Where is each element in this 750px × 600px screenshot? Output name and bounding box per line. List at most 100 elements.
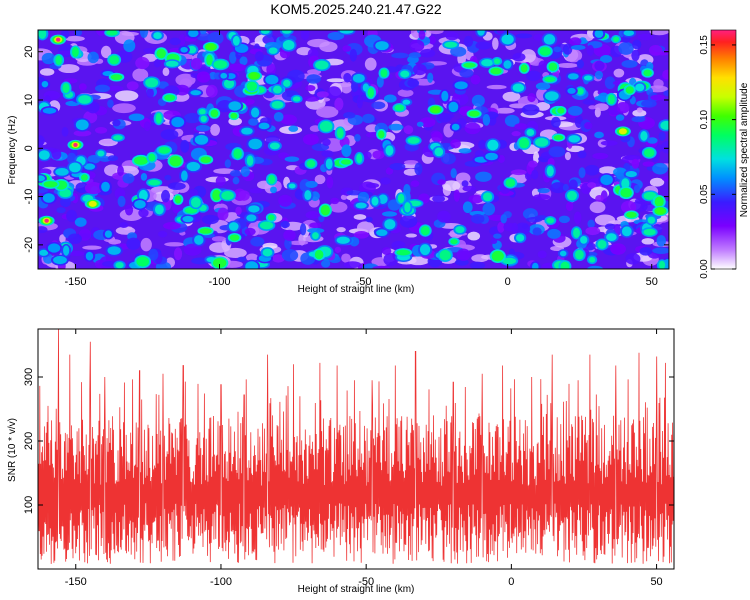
heatmap-cell (240, 166, 250, 177)
heatmap-cell (419, 117, 436, 128)
heatmap-low-cell (428, 30, 444, 35)
heatmap-cell (229, 169, 242, 177)
heatmap-cell (191, 257, 209, 265)
heatmap-cell (522, 208, 538, 220)
heatmap-low-cell (356, 221, 375, 234)
heatmap-cell (600, 55, 613, 63)
heatmap-cell (78, 228, 92, 241)
heatmap-cell (330, 197, 340, 205)
heatmap-cell (623, 30, 635, 37)
heatmap-low-cell (632, 109, 647, 117)
heatmap-cell (171, 116, 185, 128)
heatmap-cell (515, 222, 531, 236)
heatmap-low-cell (589, 201, 606, 214)
heatmap-cell (148, 153, 156, 162)
x-tick-label: -150 (65, 576, 87, 588)
heatmap-cell (174, 247, 183, 261)
heatmap-cell (576, 59, 584, 69)
heatmap-cell (320, 205, 330, 216)
heatmap-cell (568, 179, 578, 191)
heatmap-cell (613, 36, 620, 42)
heatmap-low-cell (213, 168, 236, 174)
heatmap-cell (265, 74, 279, 85)
heatmap-cell (74, 30, 83, 37)
heatmap-low-cell (112, 103, 136, 114)
heatmap-hotspot (90, 201, 95, 206)
colorbar-gradient (710, 29, 737, 270)
heatmap-cell (500, 214, 507, 224)
heatmap-cell (618, 41, 634, 55)
heatmap-cell (280, 220, 290, 229)
heatmap-cell (658, 131, 666, 141)
heatmap-cell (378, 130, 385, 139)
heatmap-cell (567, 87, 576, 94)
heatmap-cell (42, 107, 57, 114)
heatmap-cell (482, 202, 496, 216)
heatmap-low-cell (403, 160, 419, 165)
heatmap-cell (269, 142, 280, 150)
heatmap-cell (544, 76, 556, 83)
heatmap-cell (55, 168, 69, 176)
heatmap-cell (268, 47, 278, 54)
heatmap-low-cell (314, 174, 326, 185)
heatmap-cell (533, 194, 551, 200)
heatmap-cell (340, 159, 352, 165)
heatmap-cell (376, 229, 388, 237)
heatmap-cell (75, 182, 89, 194)
heatmap-cell (181, 170, 188, 182)
heatmap-cell (487, 139, 499, 151)
y-tick-label: 10 (23, 94, 35, 106)
colorbar-tick-label: 0.00 (699, 259, 710, 279)
heatmap-cell (305, 180, 318, 188)
heatmap-cell (437, 210, 451, 223)
heatmap-cell (47, 243, 61, 253)
heatmap-cell (553, 46, 562, 53)
heatmap-cell (396, 249, 411, 256)
heatmap-cell (580, 235, 588, 244)
heatmap-cell (309, 222, 322, 229)
heatmap-low-cell (588, 105, 597, 110)
heatmap-cell (548, 146, 566, 158)
heatmap-cell (153, 59, 161, 68)
heatmap-low-cell (326, 78, 346, 83)
heatmap-cell (107, 155, 119, 162)
heatmap-cell (189, 188, 198, 197)
heatmap-low-cell (307, 69, 322, 75)
heatmap-cell (526, 128, 535, 137)
heatmap-cell (109, 55, 120, 65)
heatmap-cell (453, 189, 461, 202)
heatmap-cell (582, 99, 596, 105)
heatmap-cell (504, 114, 520, 127)
heatmap-cell (594, 70, 604, 80)
heatmap-cell (238, 190, 250, 201)
heatmap-cell (631, 49, 640, 62)
heatmap-cell (223, 78, 235, 89)
heatmap-low-cell (340, 80, 353, 94)
heatmap-low-cell (594, 214, 616, 226)
x-tick-label: -150 (64, 276, 86, 288)
heatmap-cell (371, 196, 379, 206)
heatmap-cell (343, 72, 352, 83)
heatmap-cell (440, 152, 456, 165)
heatmap-cell (661, 175, 669, 182)
heatmap-cell (258, 122, 270, 130)
heatmap-cell (321, 150, 334, 157)
heatmap-cell (148, 248, 159, 261)
heatmap-cell (352, 73, 365, 83)
heatmap-cell (621, 60, 638, 68)
heatmap-cell (455, 259, 469, 266)
heatmap-cell (84, 181, 103, 195)
heatmap-cell (546, 165, 554, 177)
heatmap-hotspot (433, 107, 438, 112)
heatmap-cell (404, 202, 411, 213)
heatmap-cell (148, 179, 161, 186)
heatmap-cell (445, 31, 459, 41)
heatmap-cell (583, 75, 593, 81)
heatmap-cell (662, 69, 669, 80)
heatmap-cell (61, 126, 69, 137)
heatmap-cell (273, 112, 284, 122)
heatmap-cell (239, 56, 248, 66)
heatmap-cell (66, 209, 78, 222)
colorbar-ticks: 0.00 0.05 0.10 0.15 (699, 35, 736, 279)
y-tick-label: 200 (23, 432, 35, 450)
